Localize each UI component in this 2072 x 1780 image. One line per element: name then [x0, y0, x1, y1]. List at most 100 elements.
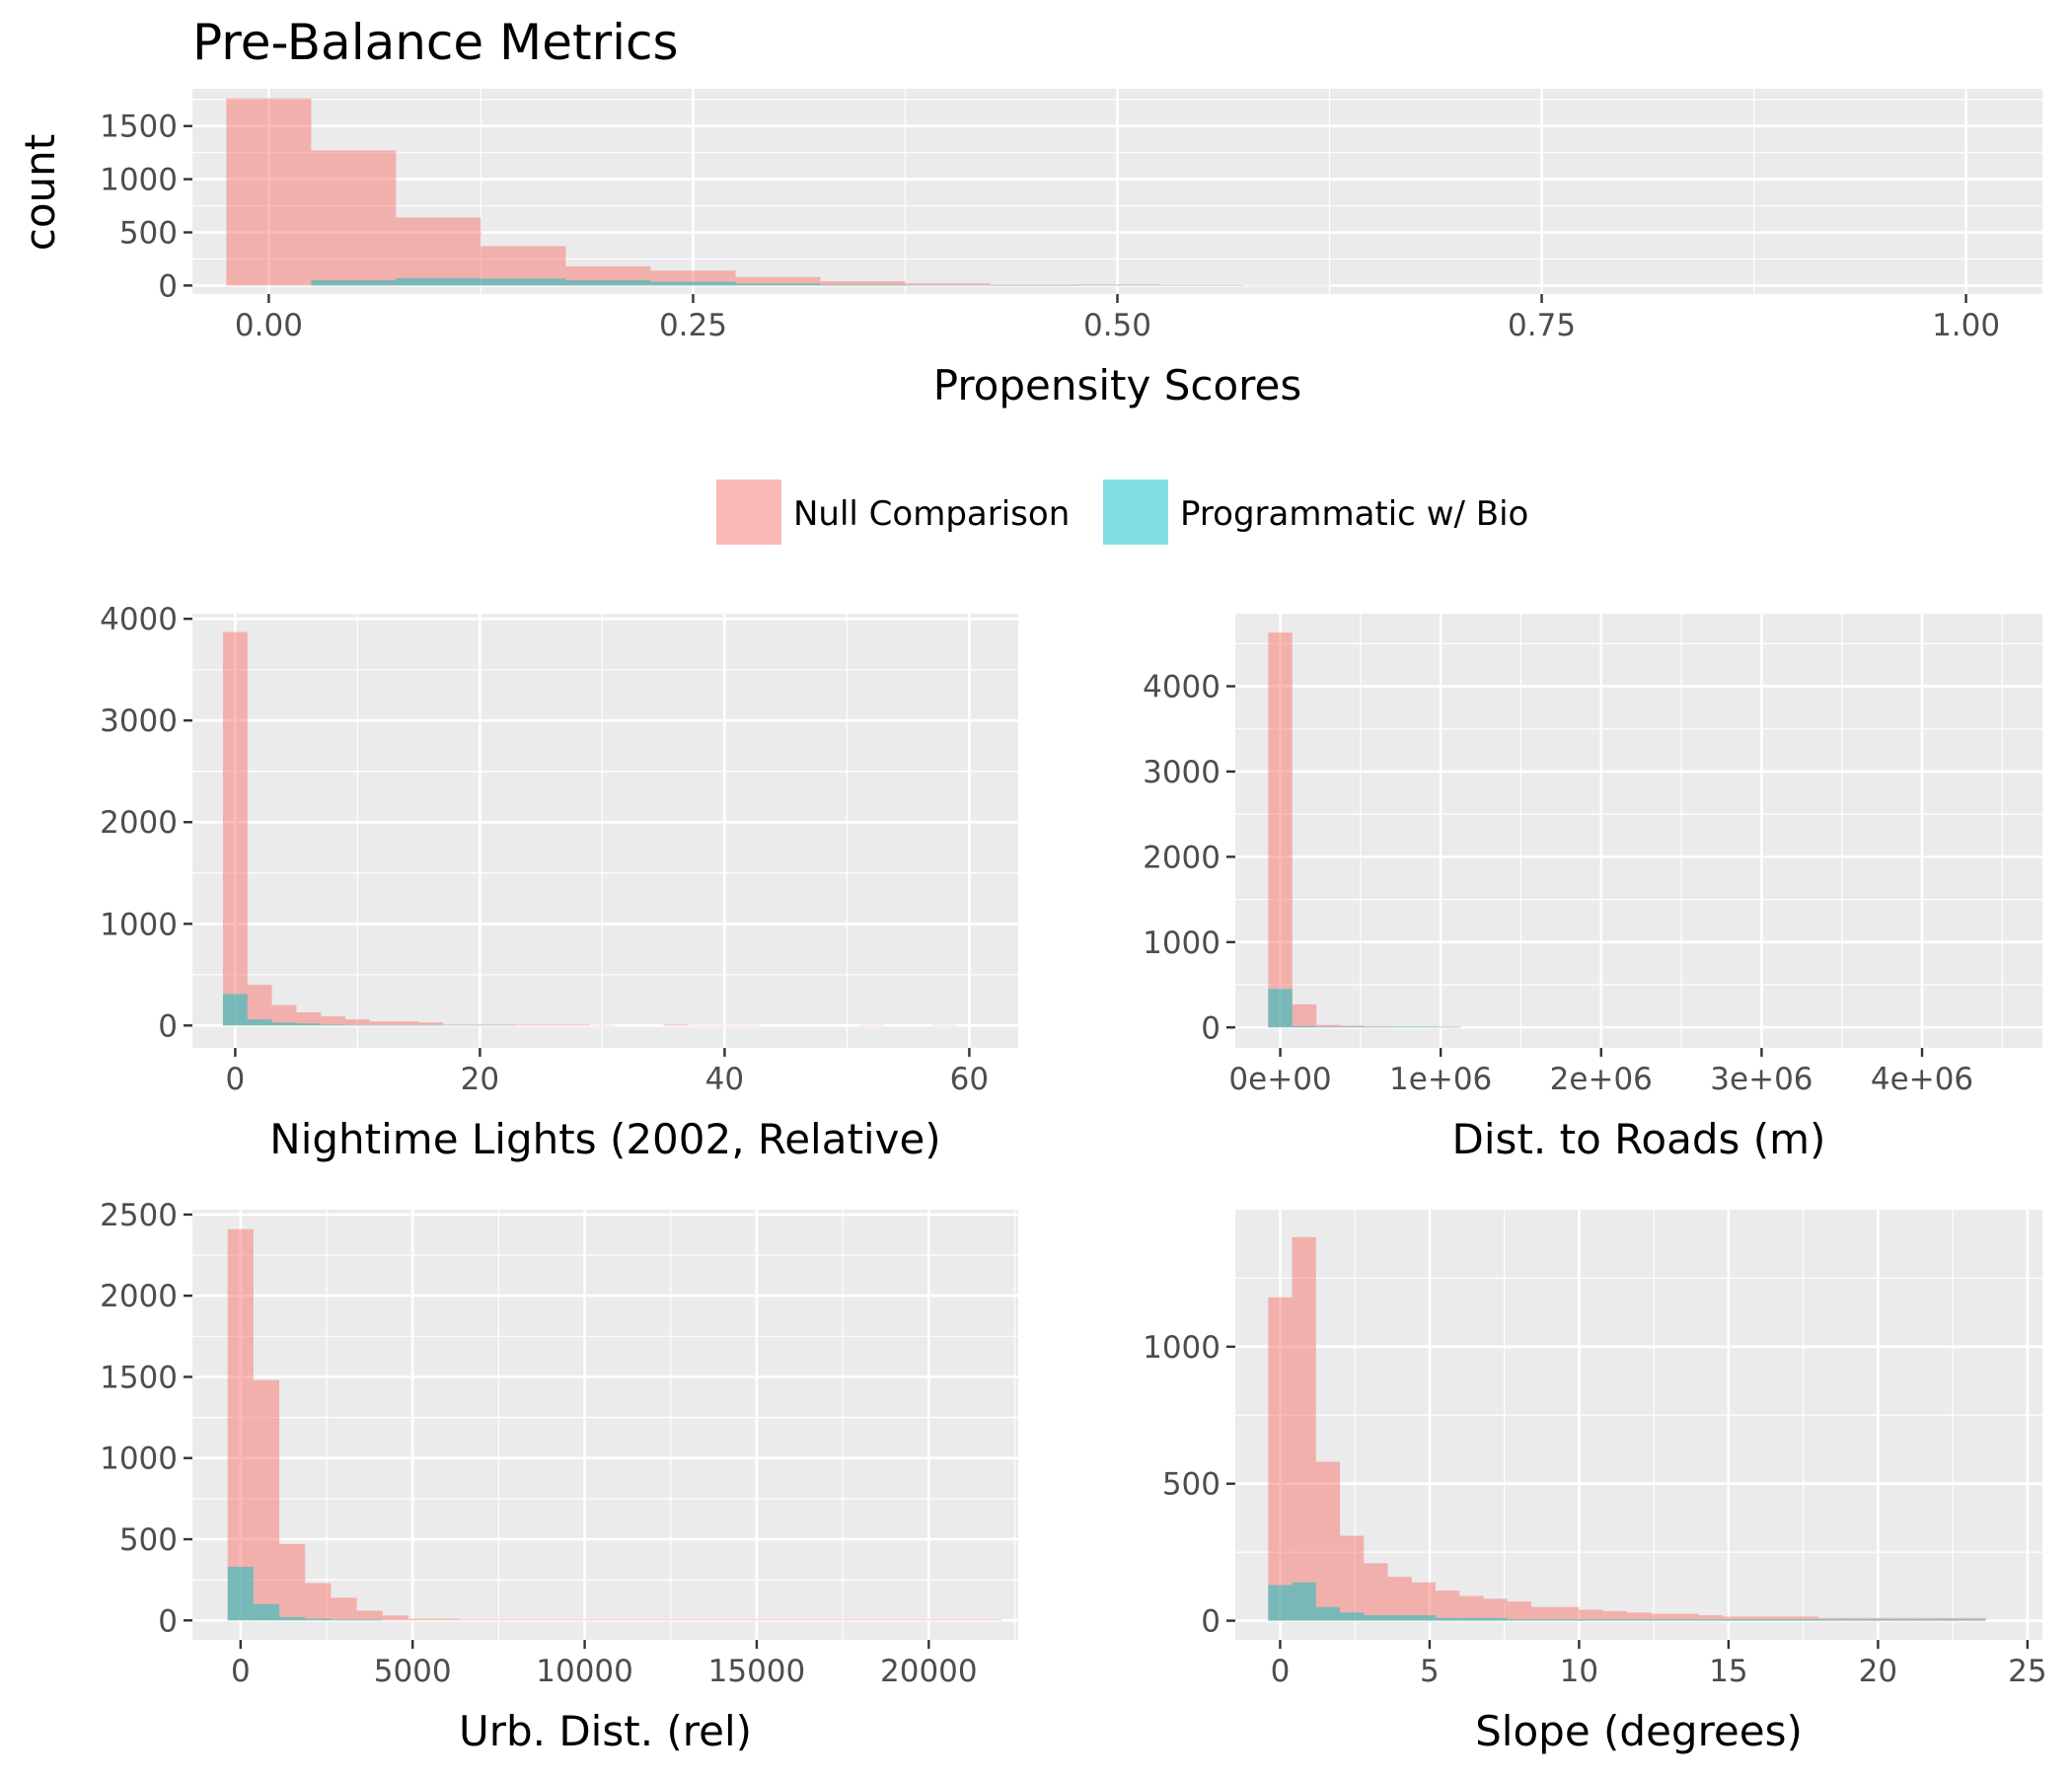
x-tick-label: 0.75 — [1508, 308, 1576, 343]
y-tick-label: 4000 — [1143, 669, 1221, 705]
bar — [1602, 1610, 1627, 1621]
bar — [305, 1618, 332, 1621]
bar — [1770, 1616, 1795, 1621]
x-tick-label: 0.00 — [235, 308, 303, 343]
bar — [1651, 1619, 1675, 1621]
bar — [932, 1024, 957, 1026]
x-tick-label: 60 — [950, 1062, 989, 1097]
bar — [1364, 1563, 1388, 1621]
bar — [821, 1619, 848, 1621]
legend-label-programmatic: Programmatic w/ Bio — [1180, 494, 1528, 534]
bar — [1555, 1619, 1580, 1621]
bar — [279, 1543, 306, 1621]
bar — [1913, 1619, 1938, 1621]
panel-propensity: 0.00 0.25 0.50 0.75 1.00 0 500 1000 1500 Propensi… — [16, 89, 2042, 409]
bar — [1340, 1025, 1365, 1028]
x-tick-label: 5000 — [374, 1654, 452, 1689]
bar — [1961, 1619, 1986, 1621]
bar — [736, 1024, 762, 1026]
bar — [223, 631, 248, 1026]
legend-swatch-programmatic — [1103, 480, 1168, 545]
bar — [1842, 1619, 1867, 1621]
bar — [296, 1023, 322, 1026]
y-tick-label: 3000 — [1143, 755, 1221, 790]
bar — [1364, 1615, 1388, 1621]
bar — [1626, 1612, 1652, 1621]
y-tick-label: 0 — [158, 268, 178, 304]
bar — [345, 1019, 370, 1026]
bar — [1651, 1613, 1675, 1621]
bar — [1602, 1619, 1627, 1621]
y-tick-label: 4000 — [100, 602, 178, 637]
bar — [858, 1024, 884, 1026]
x-axis-label: Nightime Lights (2002, Relative) — [269, 1115, 940, 1163]
bar — [976, 1619, 1002, 1621]
x-tick-label: 20000 — [880, 1654, 978, 1689]
figure-title: Pre-Balance Metrics — [192, 14, 679, 71]
y-tick-label: 2000 — [100, 805, 178, 841]
bar — [369, 1021, 395, 1026]
legend-swatch-null — [716, 480, 781, 545]
x-tick-label: 15 — [1709, 1654, 1747, 1689]
panel-urban: 0 5000 10000 15000 20000 0 500 1000 1500 2000 2500… — [100, 1198, 1018, 1755]
y-axis-label: count — [16, 134, 64, 252]
bar — [247, 985, 272, 1026]
bar — [1722, 1619, 1747, 1621]
bar — [253, 1379, 280, 1621]
bar — [1555, 1606, 1580, 1621]
bar — [468, 1024, 492, 1026]
x-tick-label: 15000 — [708, 1654, 806, 1689]
bar — [443, 1024, 468, 1026]
x-tick-label: 2e+06 — [1550, 1062, 1653, 1097]
bar — [640, 1619, 667, 1621]
bar — [1387, 1577, 1412, 1621]
bar — [588, 1619, 616, 1621]
bar — [227, 1228, 254, 1621]
x-tick-label: 20 — [461, 1062, 499, 1097]
bar — [541, 1024, 566, 1026]
bar — [356, 1610, 383, 1621]
bar — [1364, 1025, 1389, 1028]
bar — [666, 1619, 693, 1621]
x-tick-label: 0.25 — [659, 308, 727, 343]
bar — [433, 1618, 461, 1621]
bar — [565, 279, 651, 286]
bar — [590, 1024, 615, 1026]
bar — [305, 1583, 332, 1621]
bar — [1794, 1616, 1818, 1621]
bar — [1437, 1026, 1461, 1028]
bar — [1268, 989, 1293, 1028]
bar — [345, 1024, 370, 1026]
bar — [1530, 1606, 1556, 1621]
x-tick-label: 0e+00 — [1228, 1062, 1331, 1097]
bar — [485, 1619, 512, 1621]
y-tick-label: 0 — [158, 1603, 178, 1639]
x-tick-label: 0 — [231, 1654, 251, 1689]
bar — [712, 1024, 737, 1026]
x-tick-label: 1.00 — [1932, 308, 2000, 343]
bar — [1292, 1025, 1317, 1028]
bar — [905, 284, 991, 286]
bar — [1674, 1619, 1699, 1621]
legend-label-null: Null Comparison — [793, 494, 1070, 534]
bar — [271, 1022, 297, 1026]
bar — [1268, 1585, 1293, 1621]
bar — [1244, 284, 1330, 286]
x-tick-label: 20 — [1859, 1654, 1897, 1689]
y-tick-label: 2000 — [1143, 840, 1221, 875]
bar — [511, 1619, 538, 1621]
bar — [227, 1566, 254, 1621]
bar — [1698, 1619, 1723, 1621]
y-tick-label: 2500 — [100, 1198, 178, 1233]
y-tick-label: 500 — [1162, 1467, 1221, 1503]
bar — [1387, 1615, 1412, 1621]
bar — [990, 284, 1075, 286]
bar — [382, 1615, 408, 1621]
bar — [1530, 1619, 1556, 1621]
bar — [331, 1619, 357, 1621]
bar — [1411, 1615, 1436, 1621]
bar — [1316, 1026, 1341, 1028]
bar — [1268, 1297, 1293, 1621]
